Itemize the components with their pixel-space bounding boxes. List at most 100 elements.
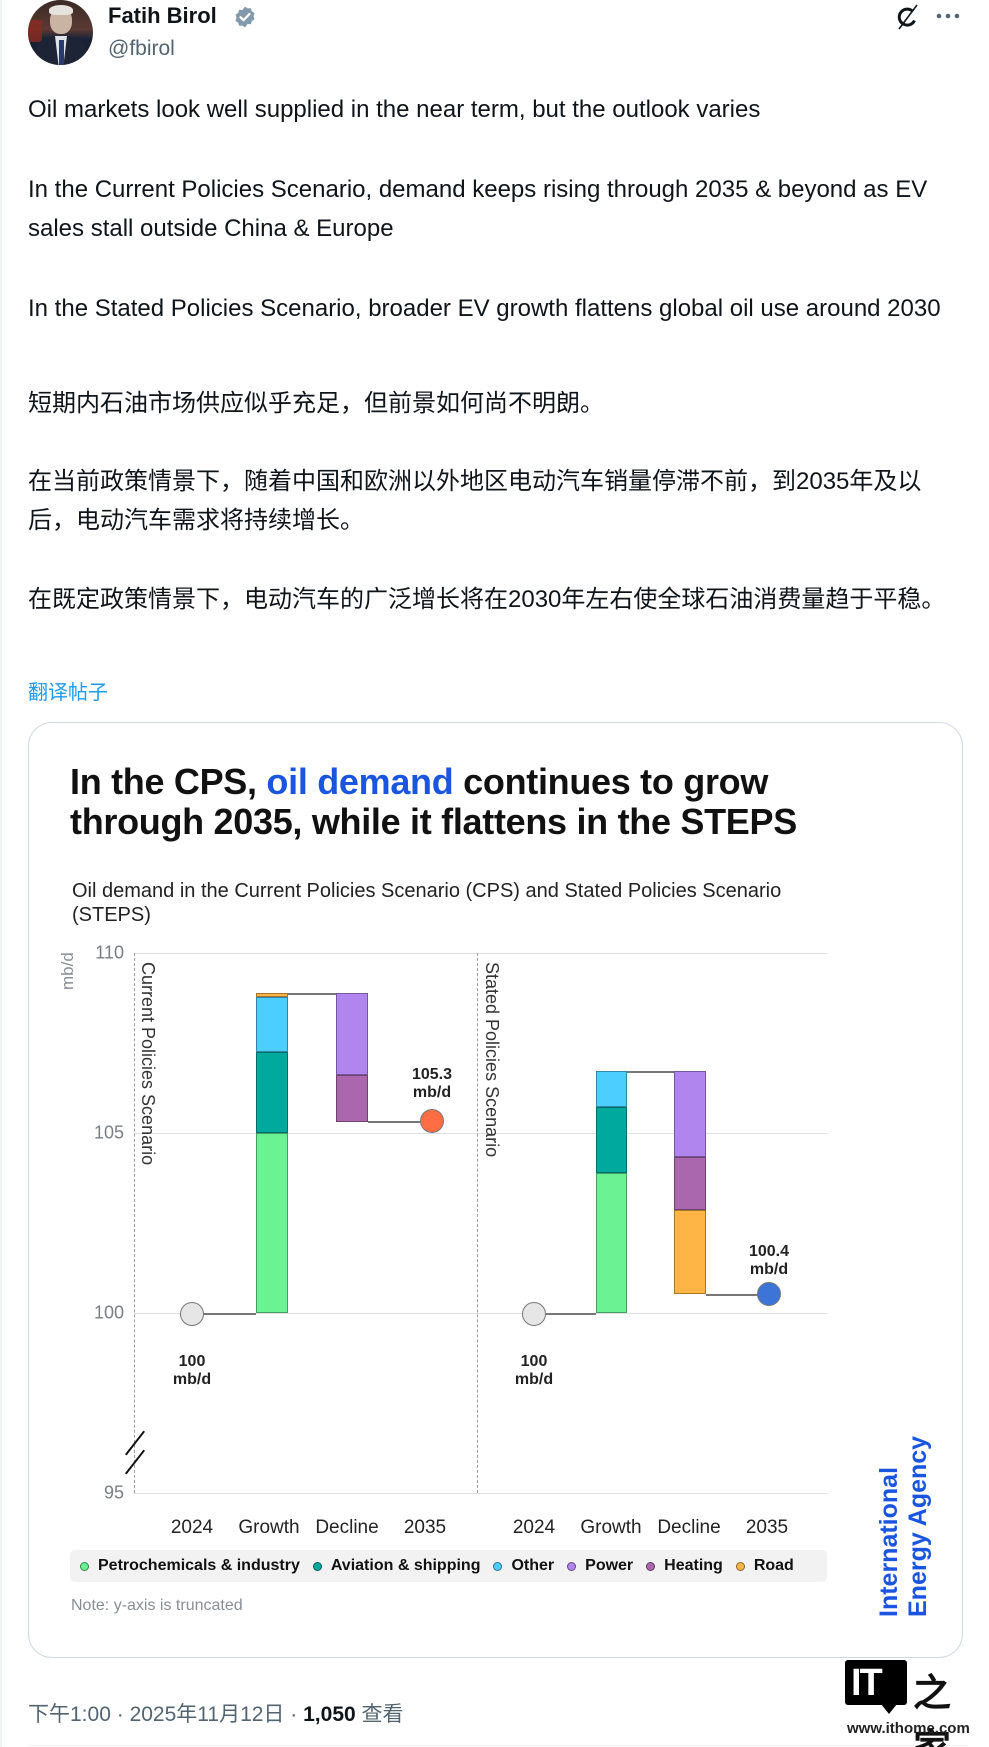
post-timestamp[interactable]: 下午1:00 · 2025年11月12日 · 1,050 查看 [28,1698,404,1728]
scenario-separator [477,953,478,1493]
gridline-110 [134,953,827,954]
cps-growth-petrochemicals[interactable] [256,1133,288,1313]
steps-decline-road[interactable] [674,1210,706,1294]
translate-post-link[interactable]: 翻译帖子 [28,682,108,704]
tweet-paragraph-en-2: In the Current Policies Scenario, demand… [28,176,928,242]
y-tick-105: 105 [93,1122,124,1143]
legend-marker-icon [567,1561,577,1571]
chart-note: Note: y-axis is truncated [71,1597,243,1614]
cps-growth-road[interactable] [256,993,288,997]
verified-badge-icon [235,6,255,28]
connector [706,1294,759,1296]
legend-label: Aviation & shipping [330,1557,481,1574]
divider [28,1745,968,1746]
view-count: 1,050 [303,1703,356,1726]
x-tick-steps-2024: 2024 [512,1517,556,1538]
legend-item-aviation: Aviation & shipping [312,1557,481,1575]
gridline-100 [134,1313,827,1314]
author-handle[interactable]: @fbirol [108,37,175,60]
connector [288,993,336,995]
steps-decline-power[interactable] [674,1071,706,1157]
watermark-url: www.ithome.com [847,1720,970,1737]
chart-legend: Petrochemicals & industry Aviation & shi… [70,1550,827,1582]
cps-2024-marker[interactable] [180,1302,204,1326]
legend-item-petrochemicals: Petrochemicals & industry [80,1557,300,1575]
steps-label: Stated Policies Scenario [482,962,502,1158]
steps-2024-label: 100 mb/d [514,1353,554,1388]
tweet-paragraph-zh-1: 短期内石油市场供应似乎充足，但前景如何尚不明朗。 [28,390,604,417]
connector [368,1121,422,1123]
y-axis-unit: mb/d [58,952,77,990]
legend-marker-icon [80,1561,89,1571]
steps-2024-marker[interactable] [522,1302,546,1326]
tweet-paragraph-zh-2: 在当前政策情景下，随着中国和欧洲以外地区电动汽车销量停滞不前，到2035年及以后… [28,468,922,534]
legend-marker-icon [493,1561,503,1571]
legend-item-power: Power [567,1557,633,1575]
avatar[interactable] [28,0,93,65]
chart-title: In the CPS, oil demand continues to grow… [70,762,850,842]
cps-growth-other[interactable] [256,997,288,1052]
cps-growth-aviation[interactable] [256,1052,288,1133]
chart-title-pre: In the CPS, [70,761,267,802]
author-name[interactable]: Fatih Birol [108,3,217,28]
post-date[interactable]: 2025年11月12日 [129,1703,285,1726]
legend-marker-icon [312,1561,322,1571]
steps-2035-marker[interactable] [757,1282,781,1306]
legend-item-other: Other [493,1557,554,1575]
x-tick-steps-growth: Growth [580,1517,642,1538]
y-axis-line [134,953,135,1493]
watermark-logo-text: IT [851,1662,883,1704]
iea-logo: International Energy Agency [875,1435,932,1617]
x-tick-steps-2035: 2035 [745,1517,789,1538]
steps-decline-heating[interactable] [674,1157,706,1210]
tweet-paragraph-en-3: In the Stated Policies Scenario, broader… [28,295,941,322]
chart-title-post: continues to grow through 2035, while it… [70,761,797,842]
x-tick-cps-decline: Decline [315,1517,379,1538]
cps-2035-label: 105.3 mb/d [411,1066,453,1101]
legend-label: Petrochemicals & industry [98,1557,300,1574]
separator: · [116,1703,124,1726]
connector [203,1313,256,1315]
x-tick-cps-growth: Growth [238,1517,300,1538]
legend-label: Power [585,1557,634,1574]
separator: · [290,1703,298,1726]
steps-2035-label: 100.4 mb/d [748,1243,790,1278]
tweet-paragraph-en-1: Oil markets look well supplied in the ne… [28,96,761,123]
chart-subtitle: Oil demand in the Current Policies Scena… [72,880,782,926]
y-tick-110: 110 [95,942,124,963]
connector [627,1071,674,1073]
y-tick-100: 100 [93,1302,124,1323]
cps-label: Current Policies Scenario [138,962,158,1166]
legend-marker-icon [646,1561,656,1571]
legend-label: Road [753,1557,794,1574]
y-tick-95: 95 [103,1482,124,1503]
chart-image-card[interactable] [28,722,963,1658]
legend-item-heating: Heating [646,1557,723,1575]
steps-growth-petrochemicals[interactable] [596,1173,627,1313]
grok-icon[interactable] [893,3,921,31]
x-tick-cps-2035: 2035 [403,1517,447,1538]
cps-decline-power[interactable] [336,993,368,1075]
column-border [0,0,2,1747]
legend-label: Heating [664,1557,723,1574]
cps-decline-heating[interactable] [336,1075,368,1122]
gridline-105 [134,1133,827,1134]
tweet-paragraph-zh-3: 在既定政策情景下，电动汽车的广泛增长将在2030年左右使全球石油消费量趋于平稳。 [28,586,946,613]
legend-item-road: Road [735,1557,794,1575]
post-time[interactable]: 下午1:00 [28,1703,111,1726]
cps-2035-marker[interactable] [420,1109,444,1133]
x-tick-cps-2024: 2024 [170,1517,214,1538]
legend-marker-icon [735,1561,745,1571]
steps-growth-other[interactable] [596,1071,627,1107]
cps-2024-label: 100 mb/d [172,1353,212,1388]
more-icon[interactable] [934,8,964,24]
connector [545,1313,596,1315]
legend-label: Other [511,1557,555,1574]
view-label: 查看 [361,1703,404,1726]
gridline-95 [134,1493,827,1494]
chart-title-highlight: oil demand [266,761,454,802]
steps-growth-aviation[interactable] [596,1107,627,1173]
x-tick-steps-decline: Decline [657,1517,721,1538]
ithome-watermark: IT 之家 www.ithome.com [845,1660,985,1747]
watermark-logo-cn: 之家 [913,1670,952,1747]
